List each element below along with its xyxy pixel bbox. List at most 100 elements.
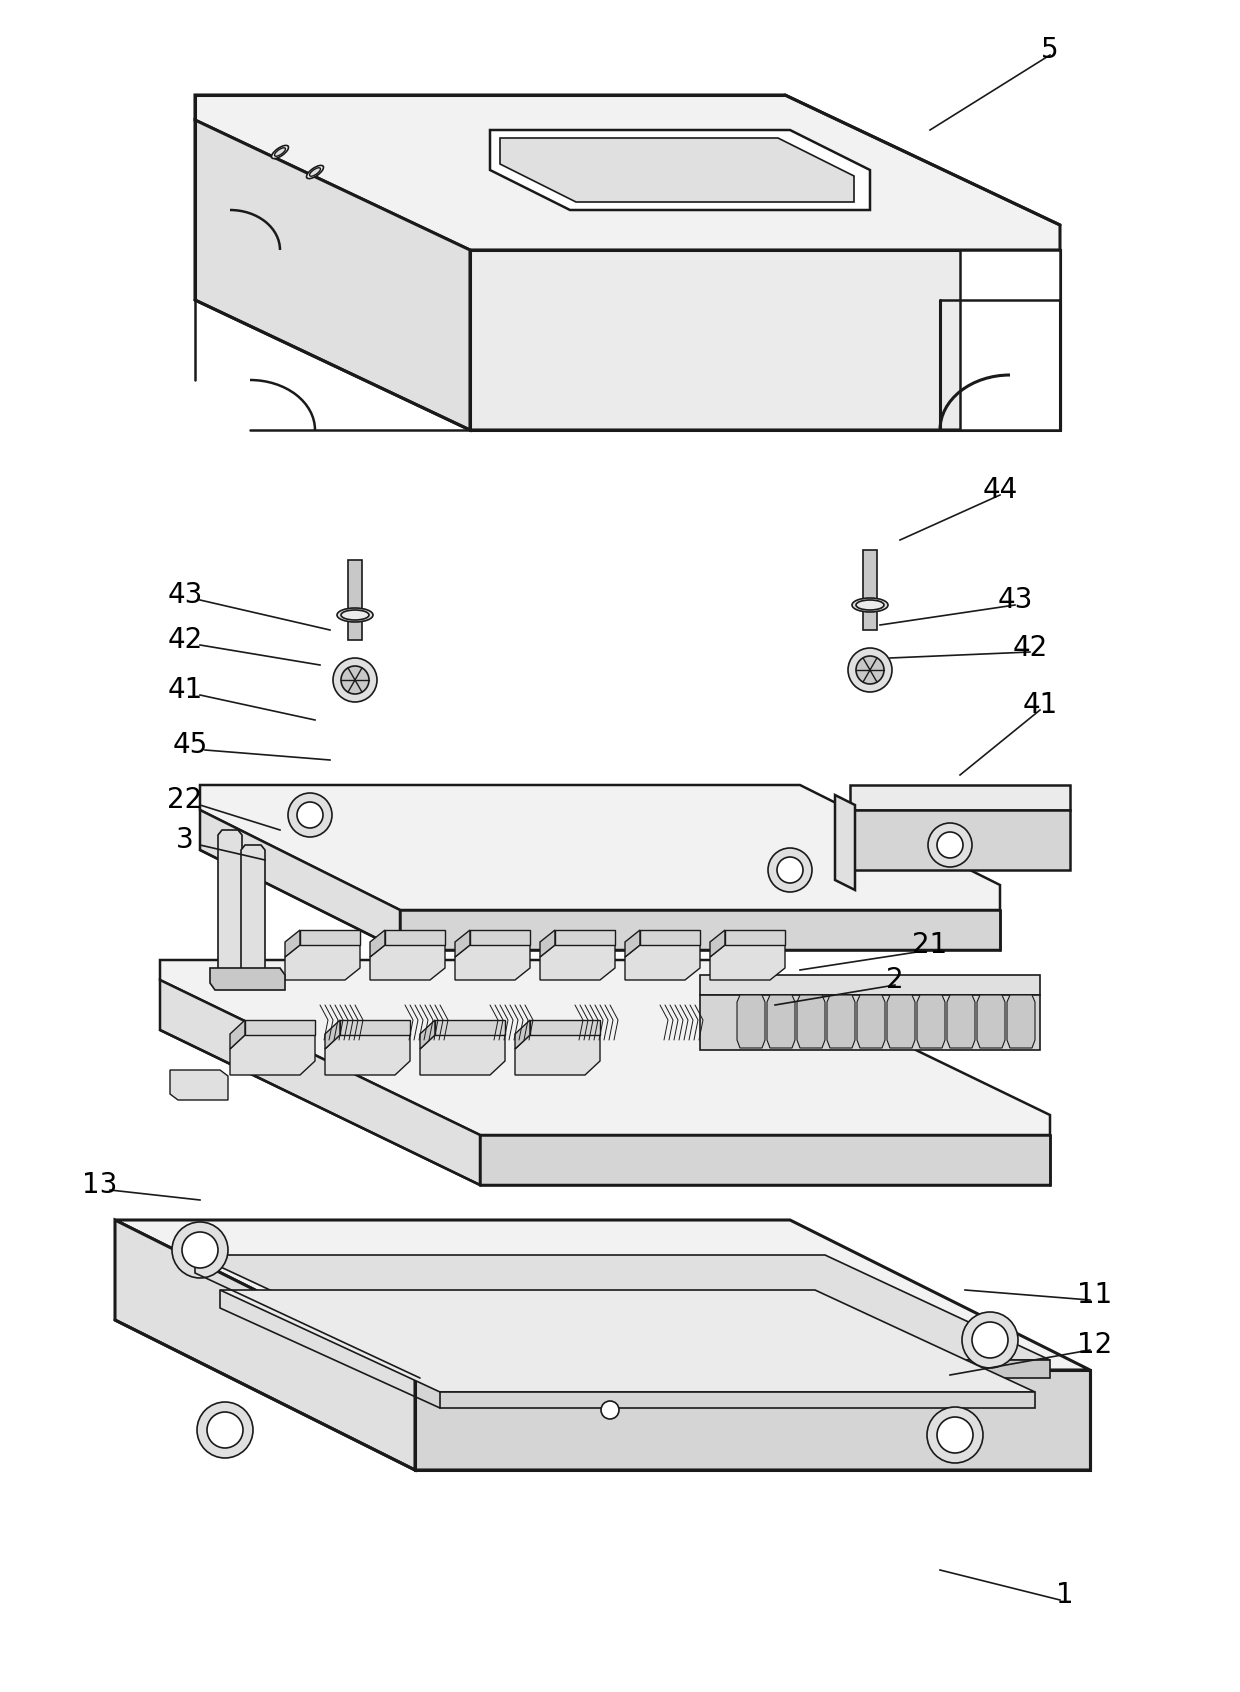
- Polygon shape: [701, 995, 1040, 1051]
- Polygon shape: [515, 1036, 600, 1074]
- Polygon shape: [160, 980, 480, 1184]
- Text: 1: 1: [1056, 1580, 1074, 1609]
- Polygon shape: [1007, 995, 1035, 1047]
- Polygon shape: [401, 910, 999, 949]
- Polygon shape: [470, 250, 1060, 430]
- Text: 22: 22: [167, 787, 202, 814]
- Polygon shape: [440, 1393, 1035, 1408]
- Circle shape: [601, 1401, 619, 1420]
- Polygon shape: [160, 959, 1050, 1135]
- Polygon shape: [539, 931, 556, 958]
- Polygon shape: [947, 995, 975, 1047]
- Circle shape: [298, 802, 322, 827]
- Text: 45: 45: [172, 731, 207, 760]
- Polygon shape: [827, 995, 856, 1047]
- Polygon shape: [435, 1020, 505, 1036]
- Circle shape: [768, 848, 812, 892]
- Circle shape: [172, 1222, 228, 1277]
- Text: 42: 42: [167, 626, 202, 655]
- Ellipse shape: [274, 147, 285, 156]
- Polygon shape: [115, 1220, 1090, 1371]
- Polygon shape: [977, 995, 1004, 1047]
- Circle shape: [777, 858, 804, 883]
- Polygon shape: [415, 1371, 1090, 1470]
- Text: 12: 12: [1078, 1332, 1112, 1359]
- Ellipse shape: [856, 601, 884, 611]
- Polygon shape: [195, 95, 1060, 250]
- Polygon shape: [370, 946, 445, 980]
- Polygon shape: [849, 810, 1070, 870]
- Text: 3: 3: [176, 826, 193, 854]
- Ellipse shape: [310, 168, 320, 176]
- Polygon shape: [210, 968, 285, 990]
- Ellipse shape: [306, 166, 324, 179]
- Polygon shape: [455, 931, 470, 958]
- Polygon shape: [797, 995, 825, 1047]
- Polygon shape: [300, 931, 360, 946]
- Polygon shape: [229, 1036, 315, 1074]
- Polygon shape: [370, 931, 384, 958]
- Polygon shape: [711, 931, 725, 958]
- Polygon shape: [725, 931, 785, 946]
- Polygon shape: [170, 1069, 228, 1100]
- Polygon shape: [711, 946, 785, 980]
- Polygon shape: [285, 946, 360, 980]
- Polygon shape: [470, 931, 529, 946]
- Ellipse shape: [341, 611, 370, 619]
- Polygon shape: [768, 995, 795, 1047]
- Polygon shape: [218, 831, 242, 975]
- Polygon shape: [556, 931, 615, 946]
- Polygon shape: [529, 1020, 600, 1036]
- Polygon shape: [195, 120, 470, 430]
- Circle shape: [182, 1232, 218, 1267]
- Text: 43: 43: [997, 585, 1033, 614]
- Polygon shape: [229, 1020, 246, 1049]
- Circle shape: [856, 656, 884, 684]
- Text: 42: 42: [1012, 634, 1048, 662]
- Polygon shape: [480, 1135, 1050, 1184]
- Polygon shape: [490, 130, 870, 210]
- Text: 43: 43: [167, 580, 202, 609]
- Circle shape: [928, 822, 972, 866]
- Polygon shape: [960, 250, 1060, 430]
- Text: 5: 5: [1042, 36, 1059, 64]
- Circle shape: [972, 1321, 1008, 1359]
- Polygon shape: [539, 946, 615, 980]
- Polygon shape: [737, 995, 765, 1047]
- Polygon shape: [701, 975, 1040, 995]
- Circle shape: [341, 667, 370, 694]
- Polygon shape: [918, 995, 945, 1047]
- Polygon shape: [455, 946, 529, 980]
- Polygon shape: [115, 1220, 415, 1470]
- Circle shape: [937, 832, 963, 858]
- Polygon shape: [420, 1020, 435, 1049]
- Circle shape: [288, 794, 332, 838]
- Polygon shape: [219, 1289, 1035, 1393]
- Polygon shape: [200, 785, 999, 910]
- Polygon shape: [246, 1020, 315, 1036]
- Text: 21: 21: [913, 931, 947, 959]
- Circle shape: [207, 1413, 243, 1448]
- Polygon shape: [625, 931, 640, 958]
- Polygon shape: [420, 1360, 1050, 1377]
- Polygon shape: [195, 1255, 1050, 1360]
- Polygon shape: [325, 1036, 410, 1074]
- Polygon shape: [241, 844, 265, 975]
- Circle shape: [937, 1416, 973, 1453]
- Polygon shape: [857, 995, 885, 1047]
- Polygon shape: [500, 139, 854, 201]
- Polygon shape: [640, 931, 701, 946]
- Polygon shape: [887, 995, 915, 1047]
- Circle shape: [334, 658, 377, 702]
- Polygon shape: [515, 1020, 529, 1049]
- Circle shape: [928, 1408, 983, 1464]
- Polygon shape: [835, 795, 856, 890]
- Text: 44: 44: [982, 475, 1018, 504]
- Polygon shape: [625, 946, 701, 980]
- Polygon shape: [420, 1036, 505, 1074]
- Polygon shape: [200, 810, 401, 949]
- Polygon shape: [863, 550, 877, 629]
- Text: 41: 41: [1022, 690, 1058, 719]
- Circle shape: [848, 648, 892, 692]
- Text: 13: 13: [82, 1171, 118, 1200]
